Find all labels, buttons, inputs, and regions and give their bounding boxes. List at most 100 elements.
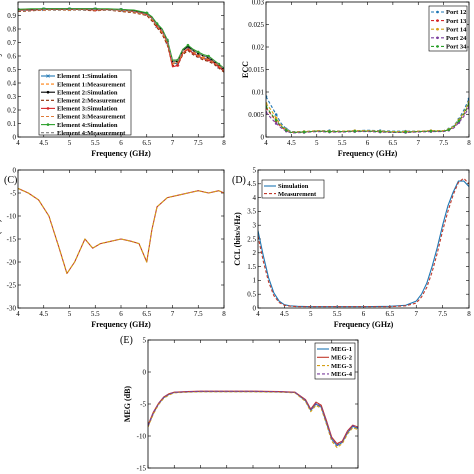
y-axis-label: Efficiency — [0, 52, 2, 86]
x-tick-label: 6 — [119, 139, 123, 147]
data-point — [274, 113, 278, 116]
data-point — [207, 54, 210, 58]
data-point — [302, 130, 306, 134]
x-tick-label: 7 — [417, 139, 421, 147]
x-axis-label: Frequency (GHz) — [91, 149, 151, 158]
chart-panel-2: 4 4.5 5 5.5 6 6.5 7 7.5 8 -30 -25 -20 -15 -10 -5 0 Frequ… — [0, 166, 226, 329]
y-tick-label: 1.5 — [247, 263, 256, 271]
legend-box — [261, 179, 325, 199]
legend-marker — [436, 36, 439, 40]
legend-label: Element 3:Measurement — [57, 114, 126, 121]
y-tick-label: 0 — [13, 133, 17, 141]
x-tick-label: 5 — [315, 139, 319, 147]
y-tick-label: 0.4 — [7, 79, 16, 87]
y-tick-label: 0 — [13, 166, 17, 174]
x-tick-label: 6 — [119, 310, 123, 318]
data-point — [196, 50, 200, 54]
x-tick-label: 5.5 — [91, 139, 100, 147]
legend-marker — [46, 90, 50, 94]
x-tick-label: 4 — [264, 139, 268, 147]
data-point — [155, 22, 159, 25]
x-tick-label: 4.5 — [280, 310, 289, 318]
data-point — [145, 11, 149, 15]
plot-lines — [18, 187, 224, 275]
x-tick-label: 5.5 — [333, 310, 342, 318]
plot-frame — [147, 339, 359, 469]
x-tick-label: 5.5 — [338, 139, 347, 147]
legend-label: Element 2:Simulation — [57, 89, 118, 96]
x-tick-label: 8 — [222, 139, 226, 147]
y-tick-label: 2 — [253, 249, 257, 257]
y-tick-label: 0.2 — [7, 106, 16, 114]
chart-panel-3: 4 4.5 5 5.5 6 6.5 7 7.5 8 0 0.5 1 1.5 2 2.5 3 3.5 4 4.5 5 Fr… — [232, 166, 471, 329]
x-tick-label: 4 — [16, 310, 20, 318]
legend-marker — [436, 27, 439, 31]
x-tick-label: 7.5 — [194, 139, 203, 147]
x-tick-label: 4 — [256, 310, 260, 318]
panel-letter: (C) — [4, 175, 17, 186]
x-tick-label: 6.5 — [386, 310, 395, 318]
y-tick-label: 0.6 — [7, 52, 16, 60]
legend-marker — [46, 123, 50, 126]
x-tick-label: 8 — [467, 310, 471, 318]
plot-frame — [257, 169, 470, 309]
legend-label: Port 14 — [446, 26, 467, 33]
x-tick-label: 6.5 — [142, 310, 151, 318]
chart-panel-0: 4 4.5 5 5.5 6 6.5 7 7.5 8 0 0.1 0.2 0.3 0.4 0.5 0.6 0.7 0… — [0, 1, 226, 158]
plot-frame — [265, 1, 470, 138]
legend-label: Element 1:Measurement — [57, 81, 126, 88]
data-point — [353, 129, 357, 133]
series-line-6 — [18, 8, 224, 69]
y-tick-label: -20 — [7, 258, 17, 266]
y-tick-label: 0.5 — [247, 291, 256, 299]
data-point — [429, 129, 433, 133]
y-axis-label: CCL (bits/s/Hz) — [233, 212, 242, 266]
y-tick-label: 2.5 — [247, 235, 256, 243]
series-line-3 — [18, 9, 224, 73]
series-line-5 — [18, 8, 224, 71]
x-tick-label: 5 — [309, 310, 313, 318]
y-tick-label: 0.8 — [7, 25, 16, 33]
series-line-4 — [266, 103, 469, 134]
series-line-7 — [18, 8, 224, 70]
x-tick-label: 6.5 — [389, 139, 398, 147]
series-line-1 — [18, 187, 224, 275]
y-tick-label: 0.025 — [248, 21, 264, 29]
data-point — [447, 128, 451, 132]
plot-frame — [17, 1, 225, 138]
data-point — [176, 64, 179, 67]
y-tick-label: -25 — [7, 281, 17, 289]
plot-frame — [17, 169, 225, 309]
y-tick-label: 0.9 — [7, 12, 16, 20]
y-tick-label: 5 — [143, 336, 147, 344]
y-axis-label: TARC (dB) — [0, 219, 2, 259]
legend-label: Element 2:Measurement — [57, 98, 126, 105]
legend-marker — [436, 45, 439, 48]
y-tick-label: 0 — [143, 368, 147, 376]
x-tick-label: 7.5 — [439, 139, 448, 147]
x-tick-label: 7.5 — [438, 310, 447, 318]
legend-label: Element 1:Simulation — [57, 73, 118, 80]
x-tick-label: 8 — [467, 139, 471, 147]
y-tick-label: 0.03 — [252, 0, 265, 6]
y-tick-label: 5 — [253, 166, 257, 174]
series-line-3 — [266, 107, 469, 134]
y-tick-label: 3.5 — [247, 208, 256, 216]
series-line-2 — [266, 101, 469, 133]
x-tick-label: 6 — [362, 310, 366, 318]
x-tick-label: 4 — [16, 139, 20, 147]
legend-label: Element 4:Measurement — [57, 130, 126, 137]
x-tick-label: 4.5 — [39, 139, 48, 147]
data-point — [274, 122, 278, 125]
plot-lines — [148, 390, 358, 449]
legend-marker — [436, 10, 439, 14]
data-point — [186, 43, 190, 47]
legend-label: Port 34 — [446, 44, 467, 51]
y-tick-label: 0.3 — [7, 93, 16, 101]
chart-panel-1: 4 4.5 5 5.5 6 6.5 7 7.5 8 0 0.005 0.01 0.015 0.02 0.02… — [241, 0, 471, 158]
legend-label: Port 24 — [446, 35, 467, 42]
chart-panel-4: -15 -10 -5 0 5 MEG (dB) (E) MEG-1 MEG-2MEG-3MEG-… — [120, 335, 359, 472]
